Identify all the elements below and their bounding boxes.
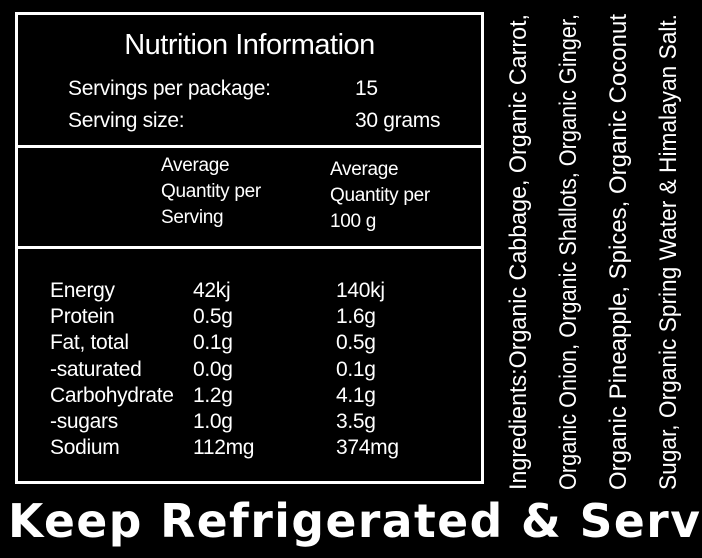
nutrient-name: Carbohydrate (50, 384, 174, 407)
column-header-per-serving: Average Quantity per Serving (161, 153, 261, 231)
column-header-line: Quantity per (161, 181, 261, 202)
nutrient-per-serving: 1.0g (193, 410, 233, 433)
ingredients-line: Organic Pineapple, Spices, Organic Cocon… (605, 14, 632, 490)
column-header-per-100g: Average Quantity per 100 g (330, 157, 430, 235)
nutrient-per-100g: 1.6g (336, 305, 376, 328)
nutrient-name: Protein (50, 305, 115, 328)
keep-refrigerated-headline: Keep Refrigerated & Serve Cold (8, 494, 702, 548)
nutrient-name: Fat, total (50, 331, 129, 354)
nutrient-per-100g: 3.5g (336, 410, 376, 433)
nutrient-per-100g: 4.1g (336, 384, 376, 407)
nutrient-name: -sugars (50, 410, 118, 433)
column-header-section: Average Quantity per Serving Average Qua… (18, 145, 481, 249)
column-header-line: Average (330, 159, 399, 180)
ingredients-line: Ingredients:Organic Cabbage, Organic Car… (505, 14, 532, 490)
nutrient-per-100g: 140kj (336, 279, 385, 302)
nutrient-per-100g: 0.5g (336, 331, 376, 354)
column-header-line: 100 g (330, 211, 377, 232)
nutrient-name: -saturated (50, 358, 142, 381)
nutrient-name: Energy (50, 279, 115, 302)
nutrient-per-100g: 0.1g (336, 358, 376, 381)
column-header-line: Average (161, 155, 230, 176)
column-header-line: Quantity per (330, 185, 430, 206)
nutrient-per-serving: 42kj (193, 279, 231, 302)
nutrition-panel: Nutrition Information Servings per packa… (15, 12, 484, 484)
nutrient-per-serving: 1.2g (193, 384, 233, 407)
servings-value: 15 (355, 77, 378, 100)
column-header-line: Serving (161, 207, 224, 228)
nutrition-title: Nutrition Information (124, 29, 375, 61)
serving-size-value: 30 grams (355, 109, 441, 132)
servings-label: Servings per package: (68, 77, 271, 100)
serving-size-label: Serving size: (68, 109, 185, 132)
nutrient-per-serving: 0.5g (193, 305, 233, 328)
nutrient-per-serving: 0.0g (193, 358, 233, 381)
nutrient-per-serving: 0.1g (193, 331, 233, 354)
nutrient-per-100g: 374mg (336, 436, 399, 459)
footer-banner: Keep Refrigerated & Serve Cold (0, 494, 702, 558)
ingredients-panel: Ingredients:Organic Cabbage, Organic Car… (488, 8, 698, 494)
nutrient-per-serving: 112mg (193, 436, 255, 459)
ingredients-line: Organic Onion, Organic Shallots, Organic… (555, 14, 582, 490)
nutrition-header-section: Nutrition Information Servings per packa… (18, 15, 481, 148)
nutrient-name: Sodium (50, 436, 120, 459)
ingredients-rotated-text: Ingredients:Organic Cabbage, Organic Car… (505, 14, 682, 490)
ingredients-line: Sugar, Organic Spring Water & Himalayan … (655, 14, 682, 490)
